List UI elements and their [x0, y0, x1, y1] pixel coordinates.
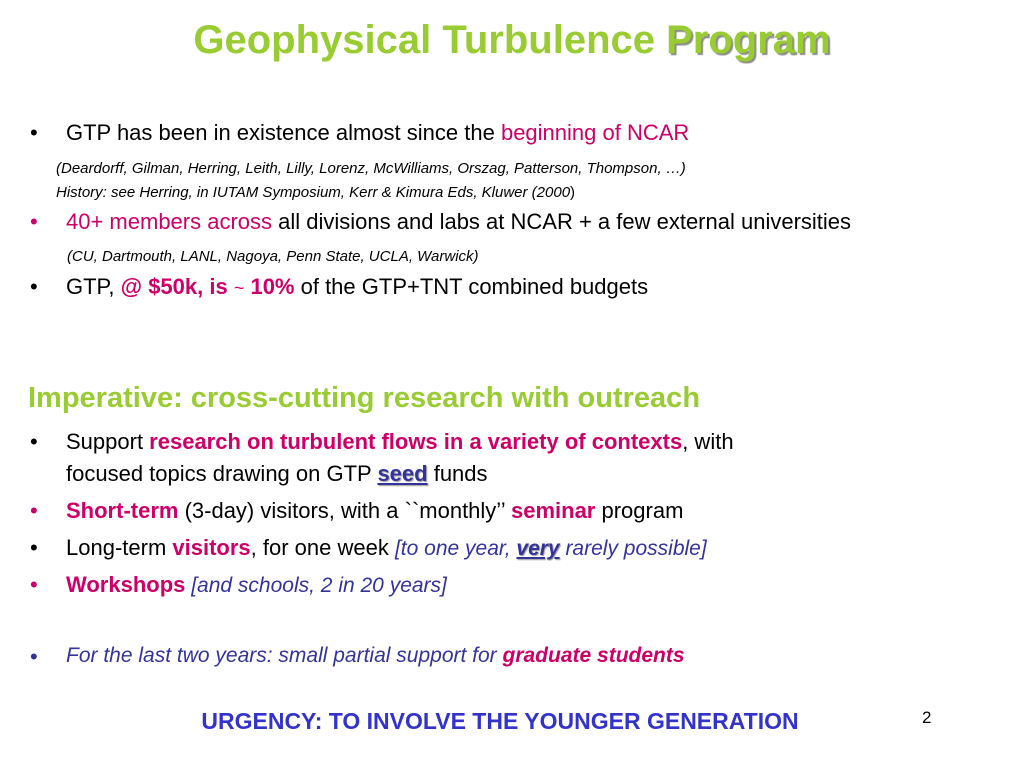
bullet-highlight: @ $50k, is	[120, 274, 234, 299]
bullet-aside: For the last two years: small partial su…	[66, 644, 503, 667]
history-note-text: History: see Herring, in IUTAM Symposium…	[56, 184, 571, 201]
bullet-text: all divisions and labs at NCAR + a few e…	[272, 209, 852, 234]
bullet-short-term: Short-term (3-day) visitors, with a ``mo…	[66, 498, 683, 524]
bullet-marker: •	[30, 209, 38, 234]
bullet-graduate-students: For the last two years: small partial su…	[66, 644, 685, 668]
bullet-members: 40+ members across all divisions and lab…	[66, 209, 851, 235]
bullet-text: funds	[427, 461, 488, 486]
bullet-support-line2: focused topics drawing on GTP seed funds	[66, 461, 488, 487]
bullet-text: of the GTP+TNT combined budgets	[294, 274, 649, 299]
bullet-marker: •	[30, 644, 38, 669]
page-number: 2	[922, 708, 932, 727]
bullet-highlight: graduate students	[502, 644, 685, 667]
bullet-highlight: visitors	[172, 535, 251, 560]
bullet-workshops: Workshops [and schools, 2 in 20 years]	[66, 572, 447, 598]
bullet-highlight: 40+ members across	[66, 209, 273, 234]
bullet-highlight: Workshops	[66, 572, 186, 597]
bullet-text: Long-term	[66, 535, 173, 560]
slide-title-part2: Program	[666, 18, 831, 62]
slide-title-part1: Geophysical Turbulence	[193, 18, 667, 62]
bullet-text: Support	[66, 429, 150, 454]
history-note: History: see Herring, in IUTAM Symposium…	[56, 184, 575, 201]
history-note-end: )	[570, 184, 576, 201]
urgency-banner: URGENCY: TO INVOLVE THE YOUNGER GENERATI…	[201, 708, 799, 734]
bullet-text: , with	[682, 429, 734, 454]
bullet-text: GTP has been in existence almost since t…	[66, 120, 501, 145]
bullet-support: Support research on turbulent flows in a…	[66, 429, 734, 455]
bullet-highlight: research on turbulent flows in a variety…	[149, 429, 683, 454]
very-emphasis: very	[516, 537, 560, 560]
seed-link: seed	[377, 461, 428, 486]
bullet-text: focused topics drawing on GTP	[66, 461, 378, 486]
bullet-gtp-existence: GTP has been in existence almost since t…	[66, 120, 689, 146]
bullet-aside: rarely possible]	[559, 537, 707, 560]
bullet-marker: •	[30, 498, 38, 523]
bullet-marker: •	[30, 572, 38, 597]
section-heading: Imperative: cross-cutting research with …	[28, 382, 701, 414]
bullet-long-term: Long-term visitors, for one week [to one…	[66, 535, 707, 561]
bullet-highlight: Short-term	[66, 498, 179, 523]
slide-title: Geophysical Turbulence Program	[0, 18, 1024, 63]
bullet-highlight: 10%	[244, 274, 295, 299]
bullet-text: program	[595, 498, 684, 523]
bullet-text: GTP,	[66, 274, 121, 299]
bullet-marker: •	[30, 120, 38, 145]
bullet-marker: •	[30, 429, 38, 454]
bullet-text: (3-day) visitors, with a ``monthly’’	[178, 498, 511, 523]
founders-note: (Deardorff, Gilman, Herring, Leith, Lill…	[56, 160, 686, 177]
tilde-symbol: ~	[233, 278, 245, 298]
bullet-aside: [and schools, 2 in 20 years]	[185, 574, 447, 597]
bullet-marker: •	[30, 274, 38, 299]
bullet-highlight: seminar	[510, 498, 596, 523]
bullet-text: , for one week	[250, 535, 395, 560]
bullet-aside: [to one year,	[394, 537, 517, 560]
bullet-budget: GTP, @ $50k, is ~ 10% of the GTP+TNT com…	[66, 274, 648, 300]
bullet-marker: •	[30, 535, 38, 560]
universities-note: (CU, Dartmouth, LANL, Nagoya, Penn State…	[67, 248, 479, 265]
bullet-highlight: beginning of NCAR	[500, 120, 690, 145]
